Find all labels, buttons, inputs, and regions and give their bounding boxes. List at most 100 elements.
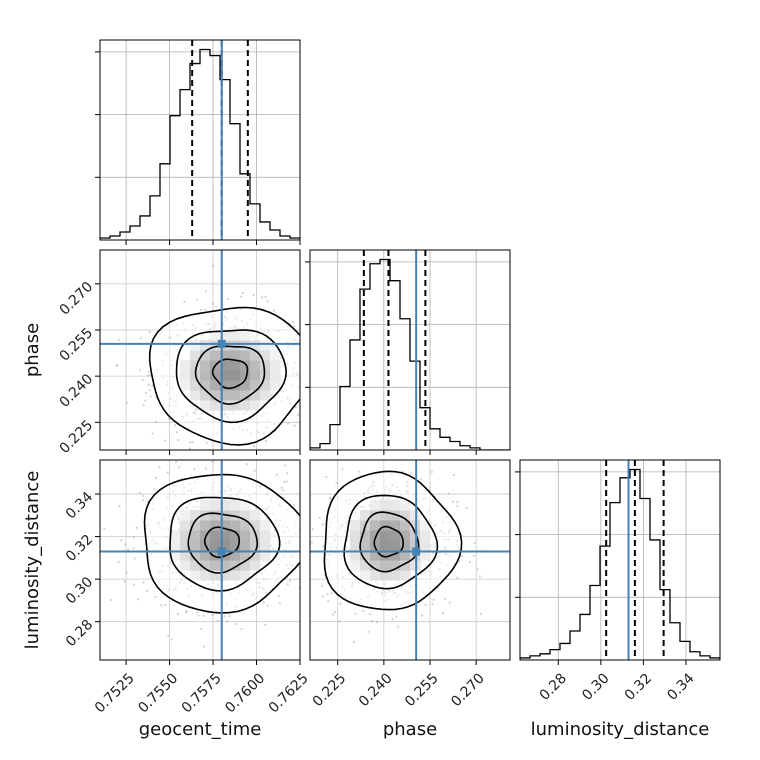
scatter-point bbox=[170, 638, 174, 641]
panel-frame bbox=[309, 249, 511, 451]
scatter-point bbox=[318, 516, 321, 520]
scatter-point bbox=[456, 576, 459, 579]
scatter-point bbox=[149, 374, 152, 377]
x-axis-label-geocent_time: geocent_time bbox=[139, 719, 262, 740]
scatter-point bbox=[353, 346, 355, 348]
scatter-point bbox=[430, 470, 433, 474]
scatter-point bbox=[202, 645, 205, 648]
scatter-point bbox=[164, 603, 167, 606]
scatter-point bbox=[133, 557, 136, 560]
scatter-point bbox=[421, 614, 424, 617]
scatter-point bbox=[288, 579, 292, 582]
scatter-point bbox=[253, 445, 256, 448]
scatter-point bbox=[228, 614, 231, 618]
density-layer bbox=[115, 264, 355, 458]
scatter-point bbox=[133, 583, 136, 586]
scatter-point bbox=[136, 598, 140, 601]
contour-line bbox=[194, 345, 266, 405]
scatter-point bbox=[174, 424, 177, 427]
y-tick-label-luminosity_distance: 0.32 bbox=[63, 532, 96, 565]
scatter-point bbox=[160, 604, 163, 607]
scatter-point bbox=[216, 619, 220, 623]
histogram-phase bbox=[310, 258, 510, 450]
scatter-point bbox=[132, 536, 135, 539]
scatter-point bbox=[339, 602, 342, 605]
truth-marker bbox=[217, 547, 226, 556]
scatter-point bbox=[125, 571, 128, 574]
scatter-point bbox=[317, 456, 319, 458]
contour-line bbox=[359, 511, 420, 573]
scatter-point bbox=[312, 390, 314, 392]
scatter-point bbox=[175, 460, 178, 463]
contour-line bbox=[148, 306, 300, 446]
scatter-point bbox=[211, 460, 214, 464]
scatter-point bbox=[235, 623, 238, 626]
panel-frame bbox=[99, 459, 301, 661]
scatter-point bbox=[362, 609, 365, 613]
x-tick-label-phase: 0.240 bbox=[356, 670, 396, 710]
scatter-point bbox=[141, 494, 144, 498]
scatter-point bbox=[227, 298, 230, 301]
scatter-point bbox=[326, 593, 329, 596]
scatter-point bbox=[142, 581, 145, 584]
scatter-point bbox=[311, 345, 313, 347]
y-tick-label-luminosity_distance: 0.34 bbox=[63, 489, 96, 522]
scatter-point bbox=[232, 451, 234, 453]
scatter-point bbox=[266, 604, 269, 607]
scatter-point bbox=[302, 523, 304, 525]
scatter-point bbox=[368, 612, 371, 615]
hist-panel-phase bbox=[305, 249, 511, 455]
scatter-point bbox=[476, 568, 479, 571]
density-layer bbox=[302, 460, 483, 644]
scatter-point bbox=[323, 427, 325, 429]
scatter-point bbox=[301, 529, 303, 531]
scatter-point bbox=[74, 536, 76, 538]
scatter-point bbox=[185, 611, 188, 614]
scatter-point bbox=[291, 321, 295, 324]
scatter-point bbox=[211, 613, 214, 616]
scatter-point bbox=[245, 463, 248, 466]
contour-line bbox=[187, 512, 258, 574]
scatter-point bbox=[303, 488, 305, 490]
scatter-point bbox=[144, 399, 147, 402]
contour-line bbox=[175, 329, 287, 424]
scatter-point bbox=[154, 420, 158, 424]
scatter-point bbox=[397, 625, 400, 628]
scatter-point bbox=[293, 504, 296, 507]
x-axis-label-luminosity_distance: luminosity_distance bbox=[531, 719, 710, 740]
x-tick-label-phase: 0.270 bbox=[448, 670, 488, 710]
scatter-point bbox=[285, 472, 289, 475]
scatter-point bbox=[367, 630, 370, 633]
scatter-point bbox=[141, 455, 143, 457]
scatter-point bbox=[193, 468, 196, 471]
scatter-point bbox=[272, 309, 276, 312]
scatter-point bbox=[118, 504, 121, 507]
scatter-point bbox=[202, 454, 204, 456]
scatter-point bbox=[370, 619, 373, 623]
scatter-point bbox=[444, 597, 447, 600]
x-tick-label-geocent_time: 0.7550 bbox=[135, 670, 181, 716]
panel-frame bbox=[309, 459, 511, 661]
y-tick-label-phase: 0.255 bbox=[57, 325, 97, 365]
scatter-point bbox=[142, 404, 145, 407]
scatter-point bbox=[306, 515, 308, 517]
scatter-point bbox=[123, 580, 126, 583]
scatter-point bbox=[303, 402, 305, 404]
x-tick-label-luminosity_distance: 0.32 bbox=[622, 670, 655, 703]
scatter-point bbox=[278, 602, 281, 605]
contour-line bbox=[373, 525, 404, 558]
scatter-point bbox=[158, 466, 161, 469]
scatter-point bbox=[294, 405, 297, 408]
y-tick-label-phase: 0.225 bbox=[57, 417, 97, 457]
scatter-point bbox=[200, 627, 203, 631]
scatter-point bbox=[148, 331, 151, 334]
x-tick-label-geocent_time: 0.7600 bbox=[222, 670, 268, 716]
scatter-point bbox=[460, 555, 463, 558]
scatter-point bbox=[451, 500, 455, 503]
x-tick-label-geocent_time: 0.7575 bbox=[179, 670, 225, 716]
scatter-point bbox=[338, 381, 340, 383]
scatter-point bbox=[154, 595, 157, 599]
truth-marker bbox=[412, 547, 421, 556]
scatter-point bbox=[323, 501, 325, 503]
scatter-point bbox=[321, 595, 324, 598]
